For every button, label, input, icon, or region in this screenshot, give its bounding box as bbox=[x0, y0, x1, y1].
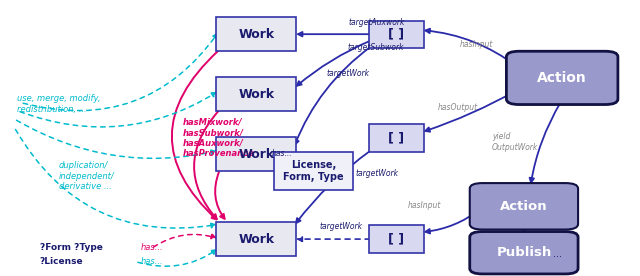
Text: Work: Work bbox=[238, 148, 275, 161]
Text: Work: Work bbox=[238, 28, 275, 41]
Text: Publish: Publish bbox=[496, 246, 552, 259]
FancyBboxPatch shape bbox=[369, 124, 424, 152]
FancyBboxPatch shape bbox=[470, 183, 578, 230]
Text: yield
OutputWork: yield OutputWork bbox=[492, 132, 538, 152]
Text: ?License: ?License bbox=[40, 257, 83, 266]
FancyBboxPatch shape bbox=[470, 232, 578, 274]
Text: Work: Work bbox=[238, 88, 275, 101]
Text: use, merge, modify,
redistribution, ...: use, merge, modify, redistribution, ... bbox=[17, 94, 101, 113]
Text: targetWork: targetWork bbox=[355, 169, 398, 178]
Text: hasInput: hasInput bbox=[408, 201, 441, 210]
Text: has...: has... bbox=[140, 243, 163, 252]
Text: hasInput: hasInput bbox=[460, 40, 493, 49]
FancyBboxPatch shape bbox=[216, 222, 296, 256]
Text: duplication/
independent/
derivative ...: duplication/ independent/ derivative ... bbox=[59, 161, 115, 191]
FancyBboxPatch shape bbox=[216, 77, 296, 111]
Text: targetSubwork: targetSubwork bbox=[348, 43, 404, 52]
Text: [ ]: [ ] bbox=[388, 233, 404, 246]
FancyBboxPatch shape bbox=[274, 152, 353, 190]
Text: has...: has... bbox=[272, 150, 293, 158]
Text: hasMixwork/
hasSubwork/
hasAuxwork/
hasProvenance: hasMixwork/ hasSubwork/ hasAuxwork/ hasP… bbox=[183, 118, 255, 158]
Text: targetAuxwork: targetAuxwork bbox=[349, 18, 405, 27]
Text: ...: ... bbox=[552, 249, 561, 259]
FancyBboxPatch shape bbox=[216, 17, 296, 51]
Text: Work: Work bbox=[238, 233, 275, 246]
FancyBboxPatch shape bbox=[369, 20, 424, 48]
Text: License,
Form, Type: License, Form, Type bbox=[284, 160, 344, 182]
Text: targetWork: targetWork bbox=[320, 222, 363, 232]
Text: [ ]: [ ] bbox=[388, 28, 404, 41]
Text: [ ]: [ ] bbox=[388, 131, 404, 145]
Text: hasOutput: hasOutput bbox=[438, 103, 478, 112]
Text: Action: Action bbox=[500, 200, 548, 213]
FancyBboxPatch shape bbox=[506, 51, 618, 105]
Text: has...: has... bbox=[140, 257, 163, 266]
FancyBboxPatch shape bbox=[216, 137, 296, 171]
Text: ?Form ?Type: ?Form ?Type bbox=[40, 243, 102, 252]
Text: targetWork: targetWork bbox=[326, 69, 369, 78]
FancyBboxPatch shape bbox=[369, 225, 424, 253]
Text: Action: Action bbox=[537, 71, 587, 85]
